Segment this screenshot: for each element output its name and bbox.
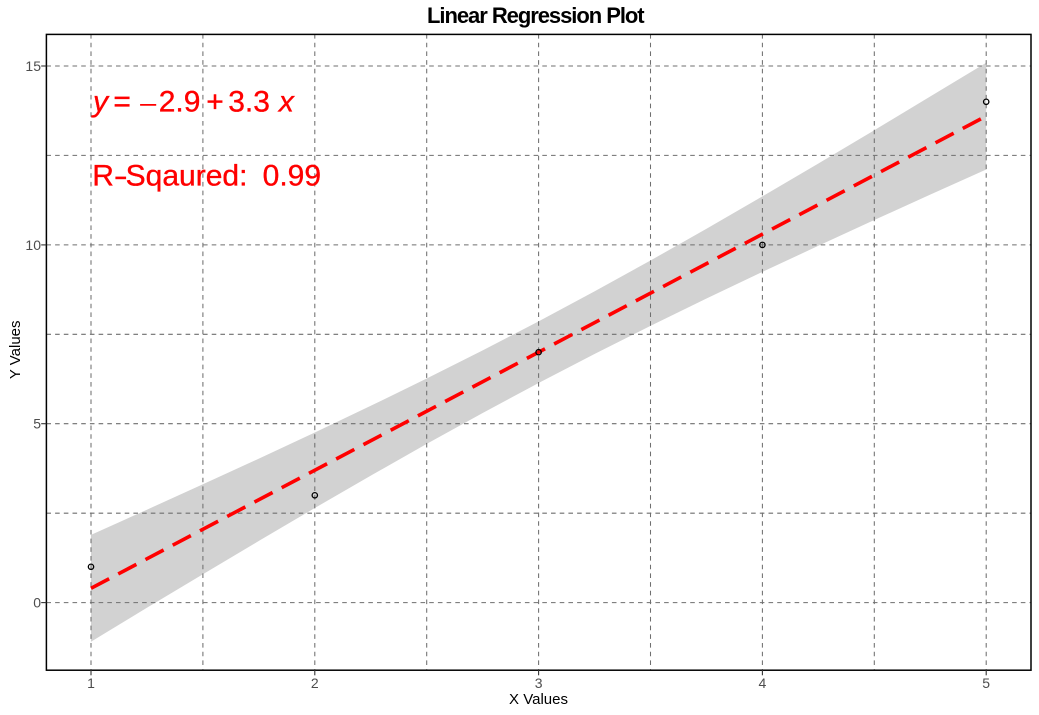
- svg-text:X Values: X Values: [509, 691, 568, 708]
- svg-text:Y Values: Y Values: [7, 320, 24, 379]
- svg-text:3: 3: [535, 675, 543, 691]
- svg-text:y = 2.9 +: y = 2.9 + 3.3 x: [91, 86, 295, 119]
- svg-text:2: 2: [311, 675, 319, 691]
- svg-text:5: 5: [982, 675, 990, 691]
- svg-text:4: 4: [759, 675, 767, 691]
- svg-text:5: 5: [33, 416, 41, 432]
- svg-text:10: 10: [25, 237, 41, 253]
- svg-text:15: 15: [25, 58, 41, 74]
- svg-text:0: 0: [33, 595, 41, 611]
- svg-text:1: 1: [87, 675, 95, 691]
- svg-text:R Sqaured: 0.99: R Sqaured: 0.99: [92, 160, 321, 193]
- svg-text:Linear Regression Plot: Linear Regression Plot: [427, 3, 645, 28]
